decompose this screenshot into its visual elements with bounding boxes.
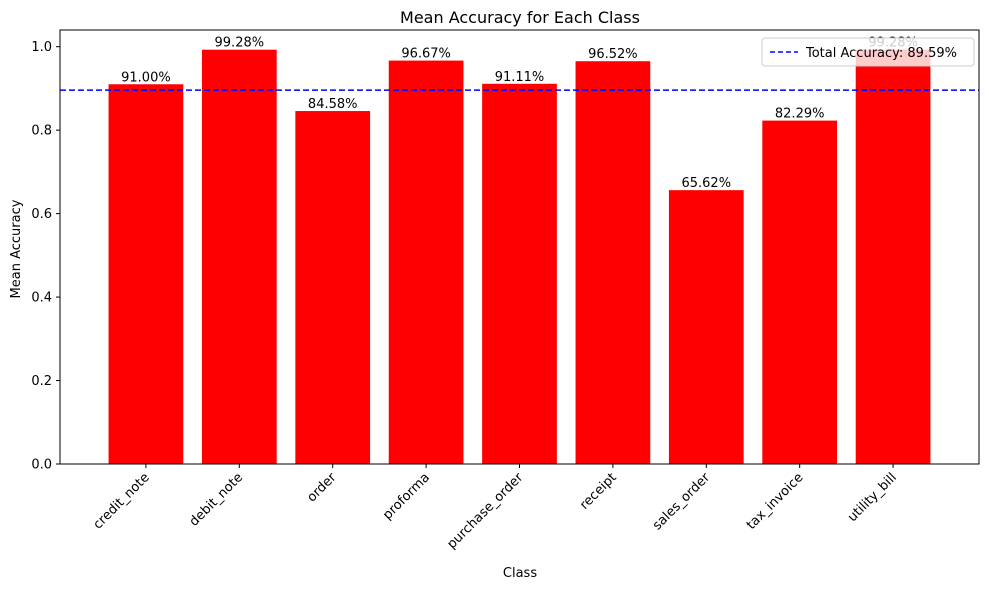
bar-purchase_order <box>482 83 557 465</box>
x-axis-label: Class <box>503 566 537 581</box>
bar-receipt <box>575 61 651 465</box>
x-tick-label-sales_order: sales_order <box>650 470 714 534</box>
y-tick-label-1: 0.2 <box>31 374 52 389</box>
y-tick-label-0: 0.0 <box>31 458 52 473</box>
x-tick-label-purchase_order: purchase_order <box>444 470 526 552</box>
bar-tax_invoice <box>762 120 838 464</box>
bar-order <box>295 111 371 465</box>
x-tick-label-proforma: proforma <box>380 470 433 523</box>
x-tick-label-receipt: receipt <box>577 470 620 513</box>
data-label-sales_order: 65.62% <box>681 176 731 191</box>
y-tick-label-3: 0.6 <box>31 207 52 222</box>
x-tick-label-credit_note: credit_note <box>91 470 153 532</box>
x-tick-label-debit_note: debit_note <box>187 470 246 529</box>
bar-debit_note <box>201 49 277 464</box>
y-tick-label-2: 0.4 <box>31 291 52 306</box>
bar-sales_order <box>668 190 744 464</box>
bar-proforma <box>388 60 464 464</box>
y-axis-label: Mean Accuracy <box>9 199 24 298</box>
legend-box <box>761 37 975 67</box>
data-label-purchase_order: 91.11% <box>495 70 545 85</box>
data-label-tax_invoice: 82.29% <box>775 107 825 122</box>
data-label-receipt: 96.52% <box>588 47 638 62</box>
data-label-order: 84.58% <box>308 97 358 112</box>
y-axis: 0.0 0.2 0.4 0.6 0.8 1.0 <box>31 40 60 473</box>
x-tick-label-tax_invoice: tax_invoice <box>744 470 807 533</box>
data-label-debit_note: 99.28% <box>215 36 265 51</box>
chart-title: Mean Accuracy for Each Class <box>400 8 640 27</box>
legend: Total Accuracy: 89.59% <box>761 37 975 67</box>
data-label-credit_note: 91.00% <box>121 70 171 85</box>
x-tick-label-utility_bill: utility_bill <box>845 470 900 525</box>
x-axis: credit_note debit_note order proforma purcha… <box>91 464 900 552</box>
y-tick-label-4: 0.8 <box>31 124 52 139</box>
legend-entry-total-accuracy: Total Accuracy: 89.59% <box>805 46 957 61</box>
y-tick-label-5: 1.0 <box>31 40 52 55</box>
x-tick-label-order: order <box>304 470 340 506</box>
bar-credit_note <box>108 84 184 464</box>
bar-group <box>108 49 931 465</box>
plot-frame <box>59 29 980 465</box>
data-label-proforma: 96.67% <box>401 47 451 62</box>
bar-utility_bill <box>855 49 931 464</box>
